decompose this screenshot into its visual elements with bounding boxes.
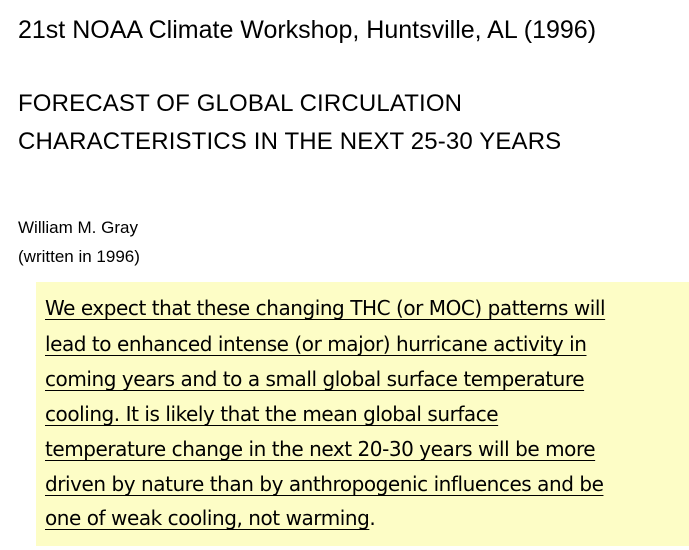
quote-line: cooling. It is likely that the mean glob… [45, 402, 499, 426]
quote-line-text: temperature change in the next 20-30 yea… [45, 437, 596, 461]
quote-line: one of weak cooling, not warming. [45, 506, 376, 530]
conference-title: 21st NOAA Climate Workshop, Huntsville, … [18, 16, 597, 44]
quote-line: coming years and to a small global surfa… [45, 367, 585, 391]
highlighted-quote-box: We expect that these changing THC (or MO… [36, 282, 689, 546]
quote-line-text: cooling. It is likely that the mean glob… [45, 402, 499, 426]
written-note: (written in 1996) [18, 247, 140, 266]
quote-end-period: . [369, 506, 376, 530]
quote-line: temperature change in the next 20-30 yea… [45, 437, 596, 461]
quote-line: We expect that these changing THC (or MO… [45, 296, 606, 320]
quote-line: lead to enhanced intense (or major) hurr… [45, 332, 587, 356]
paper-title-line-2: CHARACTERISTICS IN THE NEXT 25-30 YEARS [18, 128, 562, 155]
quote-line-text: lead to enhanced intense (or major) hurr… [45, 332, 587, 356]
quote-line-text: driven by nature than by anthropogenic i… [45, 472, 604, 496]
author-name: William M. Gray [18, 218, 138, 237]
quote-line-text: We expect that these changing THC (or MO… [45, 296, 606, 320]
quote-line-text: coming years and to a small global surfa… [45, 367, 585, 391]
quote-line-text: one of weak cooling, not warming [45, 506, 370, 530]
quote-line: driven by nature than by anthropogenic i… [45, 472, 604, 496]
paper-title-line-1: FORECAST OF GLOBAL CIRCULATION [18, 90, 463, 117]
